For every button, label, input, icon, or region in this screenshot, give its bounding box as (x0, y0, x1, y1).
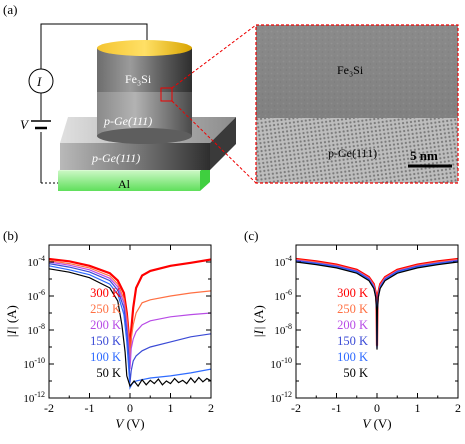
x-tick-label: -2 (291, 401, 301, 415)
y-tick-label: 10-12 (270, 390, 292, 405)
tem-fe3si-label: Fe₃Si (337, 63, 364, 77)
legend-entry-300k: 300 K (90, 286, 121, 300)
legend-entry-150k: 150 K (337, 334, 368, 348)
y-tick-label: 10-10 (270, 356, 292, 371)
fe3si-pillar-label: Fe₃Si (125, 72, 152, 86)
x-axis-label: V (V) (362, 416, 391, 431)
voltage-symbol: V (20, 117, 30, 132)
legend-entry-100k: 100 K (337, 350, 368, 364)
zoom-region-box (160, 87, 173, 102)
y-tick-label: 10-10 (23, 356, 45, 371)
panel-a-label: (a) (3, 2, 17, 17)
y-tick-label: 10-4 (27, 254, 45, 269)
legend-entry-50k: 50 K (343, 366, 368, 380)
ge-substrate-label: p-Ge(111) (91, 151, 140, 165)
legend-entry-100k: 100 K (90, 350, 121, 364)
y-tick-label: 10-4 (274, 254, 292, 269)
y-tick-label: 10-6 (274, 288, 292, 303)
x-tick-label: 2 (455, 401, 461, 415)
x-tick-label: -2 (44, 401, 54, 415)
legend-entry-200k: 200 K (337, 318, 368, 332)
series-line-100k (49, 265, 211, 390)
panel-b-label: (b) (3, 228, 18, 243)
x-tick-label: -1 (332, 401, 342, 415)
device-pillar (97, 40, 192, 144)
x-tick-label: 2 (208, 401, 214, 415)
series-line-50k (296, 261, 458, 350)
ammeter-symbol (28, 68, 54, 94)
zoom-guide-top (171, 24, 257, 89)
legend-entry-250k: 250 K (337, 302, 368, 316)
legend-entry-50k: 50 K (96, 366, 121, 380)
panel-a: (a) I V S Al p-Ge(111) (3, 2, 459, 191)
current-symbol: I (36, 74, 42, 89)
al-label: Al (118, 177, 131, 191)
scale-bar-label: 5 nm (410, 148, 438, 163)
x-tick-label: 1 (168, 401, 174, 415)
tem-image (255, 24, 459, 184)
x-tick-label: 0 (127, 401, 133, 415)
series-line-200k (49, 261, 211, 370)
legend-entry-250k: 250 K (90, 302, 121, 316)
y-tick-label: 10-6 (27, 288, 45, 303)
x-axis-label: V (V) (115, 416, 144, 431)
x-tick-label: -1 (85, 401, 95, 415)
tem-ge-label: p-Ge(111) (328, 146, 377, 160)
y-axis-label: |I| (A) (251, 305, 266, 338)
y-axis-label: |I| (A) (4, 305, 19, 338)
y-tick-label: 10-8 (27, 322, 45, 337)
series-line-50k (49, 268, 211, 388)
zoom-guide-bottom (171, 100, 257, 184)
y-tick-label: 10-8 (274, 322, 292, 337)
legend-entry-200k: 200 K (90, 318, 121, 332)
ge-pillar-label: p-Ge(111) (103, 114, 152, 128)
chart-panel-c: -2 -1 0 1 2 10-12 10-10 10-8 10-6 10-4 V (V) |I| (A… (251, 244, 461, 431)
legend-entry-300k: 300 K (337, 286, 368, 300)
chart-panel-b: -2 -1 0 1 2 10-12 10-10 10-8 10-6 10-4 V (V) |I| (A… (4, 244, 214, 431)
panel-c-label: (c) (244, 228, 258, 243)
legend-entry-150k: 150 K (90, 334, 121, 348)
y-tick-label: 10-12 (23, 390, 45, 405)
x-tick-label: 0 (374, 401, 380, 415)
x-tick-label: 1 (415, 401, 421, 415)
